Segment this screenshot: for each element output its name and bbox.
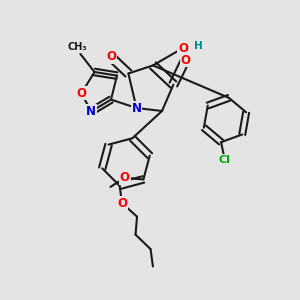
Text: N: N bbox=[131, 101, 142, 115]
Text: N: N bbox=[86, 105, 96, 118]
Text: O: O bbox=[180, 53, 190, 67]
Text: O: O bbox=[178, 41, 188, 55]
Text: H: H bbox=[194, 41, 203, 51]
Text: O: O bbox=[106, 50, 116, 64]
Text: CH₃: CH₃ bbox=[68, 42, 87, 52]
Text: O: O bbox=[76, 86, 87, 100]
Text: O: O bbox=[117, 197, 127, 210]
Text: O: O bbox=[120, 171, 130, 184]
Text: Cl: Cl bbox=[219, 154, 231, 165]
